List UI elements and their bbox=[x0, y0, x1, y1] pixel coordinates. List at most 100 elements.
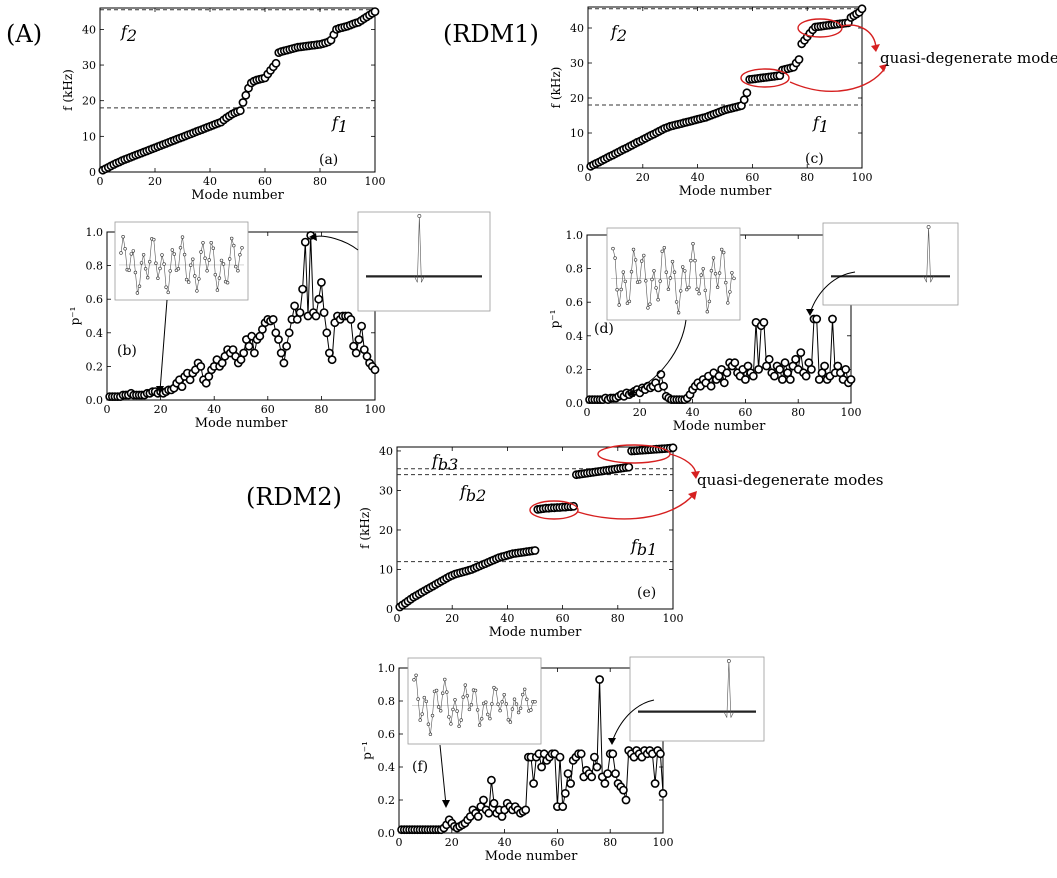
arrow-f-left bbox=[439, 744, 447, 806]
series-line bbox=[589, 318, 852, 401]
inset-point bbox=[465, 694, 469, 698]
inset-point bbox=[453, 698, 457, 702]
inset-point bbox=[637, 280, 642, 284]
y-axis-label: f (kHz) bbox=[61, 69, 75, 111]
inset-point bbox=[654, 286, 658, 290]
inset-point bbox=[715, 285, 720, 289]
inset-point bbox=[707, 299, 712, 304]
data-point bbox=[529, 779, 538, 788]
inset-point bbox=[711, 256, 716, 260]
inset-point bbox=[699, 273, 703, 277]
data-point bbox=[796, 348, 806, 357]
data-point bbox=[590, 752, 599, 762]
data-point bbox=[271, 58, 281, 68]
data-point bbox=[741, 375, 750, 384]
panel-label-b: (b) bbox=[117, 343, 137, 359]
data-point bbox=[857, 4, 867, 14]
inset-point bbox=[445, 690, 449, 694]
data-point bbox=[489, 798, 499, 808]
data-point bbox=[316, 277, 326, 287]
red-arrow-c2 bbox=[841, 24, 877, 49]
inset-point bbox=[724, 280, 728, 285]
inset-point bbox=[627, 299, 632, 304]
data-point bbox=[284, 328, 294, 338]
x-tick-label: 80 bbox=[611, 612, 625, 625]
inset-point bbox=[135, 291, 140, 295]
inset-point bbox=[613, 256, 617, 260]
inset-point bbox=[197, 277, 201, 281]
x-tick-label: 80 bbox=[313, 175, 327, 188]
inset-frame bbox=[114, 221, 249, 301]
inset-point bbox=[522, 687, 527, 691]
inset-point bbox=[676, 311, 681, 315]
x-axis-label: Mode number bbox=[195, 416, 288, 431]
inset-point bbox=[219, 258, 224, 263]
inset-point bbox=[119, 251, 123, 255]
red-arrow-c1 bbox=[789, 67, 886, 92]
inset-point bbox=[475, 708, 480, 712]
inset-point bbox=[168, 269, 172, 273]
inset-point bbox=[234, 264, 238, 269]
inset-point bbox=[228, 257, 232, 261]
inset-point bbox=[621, 270, 625, 274]
inset-point bbox=[176, 267, 181, 271]
data-point bbox=[322, 328, 332, 338]
data-point bbox=[327, 355, 337, 365]
inset-point bbox=[436, 705, 441, 709]
inset-point bbox=[666, 287, 671, 291]
data-point bbox=[791, 354, 800, 364]
inset-spike-point bbox=[926, 225, 931, 229]
inset-point bbox=[674, 300, 679, 304]
inset-f-right bbox=[629, 656, 765, 742]
inset-point bbox=[494, 687, 498, 691]
plot-frame bbox=[587, 6, 863, 169]
x-tick-label: 60 bbox=[261, 403, 275, 416]
x-tick-label: 0 bbox=[104, 403, 111, 416]
data-point bbox=[621, 795, 631, 805]
x-tick-label: 80 bbox=[800, 171, 814, 184]
data-point bbox=[764, 354, 774, 364]
inset-point bbox=[451, 707, 455, 712]
inset-point bbox=[463, 683, 467, 687]
y-axis-label: f (kHz) bbox=[549, 67, 563, 109]
inset-point bbox=[412, 678, 416, 682]
x-axis-label: Mode number bbox=[485, 849, 578, 864]
f1-label-a: f1 bbox=[331, 113, 348, 136]
arrow-d-left bbox=[629, 319, 687, 394]
data-point bbox=[668, 443, 678, 453]
y-tick-label: 10 bbox=[379, 563, 393, 576]
data-point bbox=[587, 772, 597, 782]
inset-point bbox=[225, 281, 230, 285]
data-point bbox=[754, 364, 763, 374]
y-tick-label: 40 bbox=[379, 445, 393, 458]
inset-point bbox=[703, 288, 707, 293]
arrowhead-d-right bbox=[806, 309, 814, 316]
inset-point bbox=[490, 702, 494, 706]
inset-point bbox=[230, 236, 234, 241]
y-tick-label: 0.8 bbox=[378, 695, 396, 708]
data-point bbox=[537, 762, 546, 772]
arrow-f-right bbox=[611, 699, 655, 743]
inset-d-right bbox=[822, 222, 959, 306]
inset-point bbox=[164, 285, 168, 289]
data-point bbox=[770, 371, 779, 381]
inset-point bbox=[615, 288, 619, 292]
inset-point bbox=[156, 276, 160, 280]
inset-spike-point bbox=[417, 214, 422, 218]
x-tick-label: 0 bbox=[584, 406, 591, 419]
arrowhead-d-left bbox=[627, 389, 635, 397]
y-tick-label: 0.6 bbox=[378, 728, 396, 741]
inset-point bbox=[430, 713, 435, 718]
inset-point bbox=[127, 268, 131, 272]
panel-label-a: (a) bbox=[319, 152, 338, 168]
inset-point bbox=[217, 276, 222, 280]
y-tick-label: 30 bbox=[570, 57, 584, 70]
label-RDM1: (RDM1) bbox=[443, 20, 539, 48]
inset-point bbox=[209, 241, 213, 245]
inset-point bbox=[701, 267, 705, 271]
arrowhead-f-right bbox=[608, 738, 616, 745]
x-tick-label: 80 bbox=[791, 406, 805, 419]
data-point bbox=[600, 779, 610, 788]
inset-point bbox=[721, 250, 726, 255]
